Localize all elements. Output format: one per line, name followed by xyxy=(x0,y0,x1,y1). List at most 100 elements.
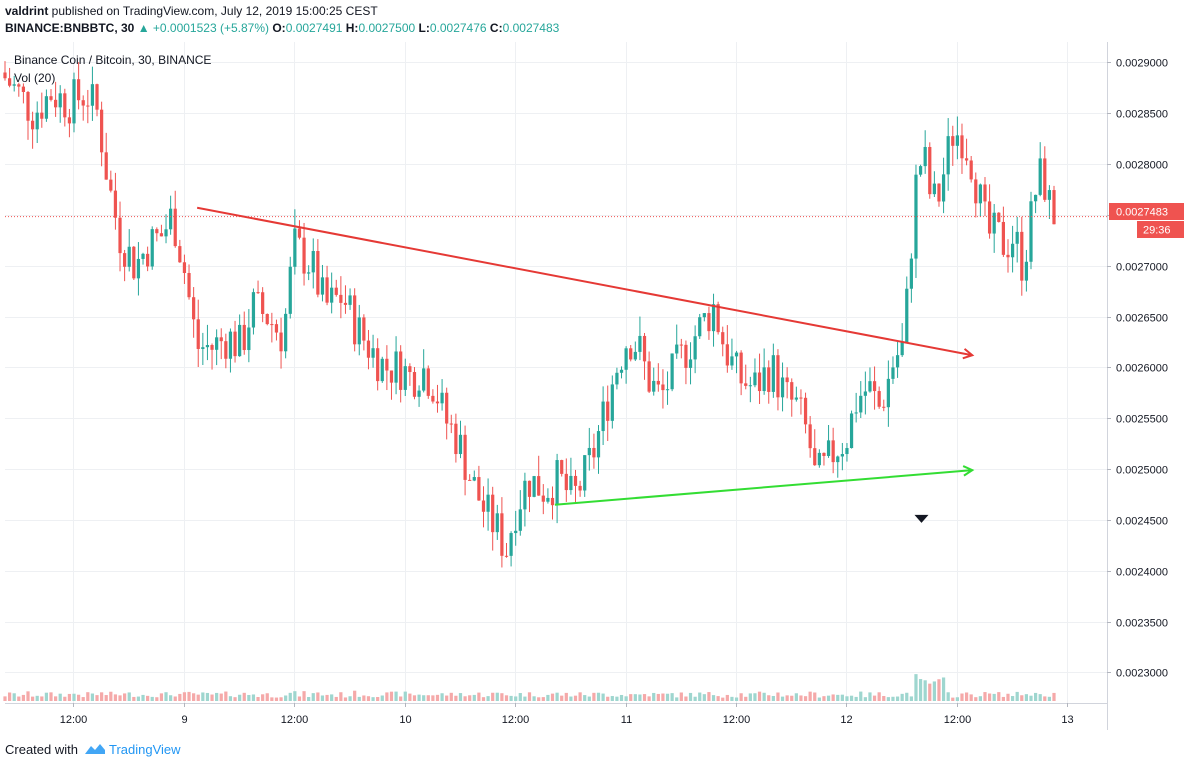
candle-body xyxy=(836,456,840,463)
volume-bar xyxy=(854,696,858,701)
candle-body xyxy=(550,497,555,506)
ohlc-bar: BINANCE:BNBBTC, 30 ▲ +0.0001523 (+5.87%)… xyxy=(5,21,559,35)
volume-bar xyxy=(794,693,798,701)
volume-bar xyxy=(882,695,886,701)
candle-body xyxy=(297,228,302,238)
volume-bar xyxy=(974,697,978,701)
candle-body xyxy=(629,348,633,360)
candle-body xyxy=(1043,158,1047,200)
volume-bar xyxy=(1047,696,1052,701)
volume-bar xyxy=(739,693,743,701)
volume-bar xyxy=(707,692,711,701)
volume-bar xyxy=(495,692,499,701)
candle-body xyxy=(914,174,918,259)
volume-bars xyxy=(3,674,1056,701)
volume-bar xyxy=(380,695,384,701)
candle-body xyxy=(399,351,403,390)
volume-bar xyxy=(311,693,315,701)
volume-bar xyxy=(353,690,357,701)
footer-brand[interactable]: TradingView xyxy=(109,742,181,757)
volume-bar xyxy=(288,692,292,701)
volume-bar xyxy=(104,695,108,701)
volume-bar xyxy=(702,694,706,701)
volume-bar xyxy=(596,692,601,701)
price-tick-label: 0.0023000 xyxy=(1116,668,1168,680)
author-name[interactable]: valdrint xyxy=(5,4,49,18)
volume-bar xyxy=(72,693,76,701)
volume-bar xyxy=(785,695,789,701)
low-value: 0.0027476 xyxy=(429,21,487,35)
volume-bar xyxy=(573,695,578,701)
candle-body xyxy=(21,86,26,92)
candle-body xyxy=(859,395,863,413)
candle-body xyxy=(1020,231,1024,281)
volume-bar xyxy=(431,695,435,701)
time-tick-label: 12:00 xyxy=(60,714,88,726)
symbol-label[interactable]: BINANCE:BNBBTC, 30 xyxy=(5,21,135,35)
volume-bar xyxy=(445,695,449,701)
volume-bar xyxy=(744,696,748,701)
candle-body xyxy=(173,208,177,247)
candle-body xyxy=(251,292,256,328)
volume-bar xyxy=(638,694,642,701)
candle-body xyxy=(118,217,122,254)
volume-bar xyxy=(1043,696,1047,701)
candle-body xyxy=(845,448,849,455)
candle-body xyxy=(560,460,564,474)
volume-bar xyxy=(601,693,605,701)
volume-bar xyxy=(780,696,785,701)
volume-bar xyxy=(799,695,803,701)
volume-bar xyxy=(1006,693,1010,701)
candle-body xyxy=(987,201,992,234)
footer-created: Created with xyxy=(5,742,78,757)
volume-bar xyxy=(440,693,444,701)
volume-bar xyxy=(716,696,720,701)
volume-bar xyxy=(205,692,210,701)
candle-body xyxy=(339,294,343,303)
candle-body xyxy=(744,383,748,386)
volume-bar xyxy=(389,691,394,701)
candle-body xyxy=(389,370,394,383)
volume-bar xyxy=(481,697,486,701)
price-axis[interactable]: 0.0023000 0.0023500 0.0024000 0.0024500 0.00… xyxy=(1107,58,1168,680)
candle-body xyxy=(767,367,771,392)
candle-body xyxy=(652,380,656,392)
volume-bar xyxy=(90,693,95,701)
volume-bar xyxy=(790,695,794,701)
volume-bar xyxy=(173,696,177,701)
volume-bar xyxy=(385,692,389,701)
candle-body xyxy=(334,287,338,295)
candle-body xyxy=(523,480,527,510)
price-tick-label: 0.0027000 xyxy=(1116,262,1168,274)
candle-body xyxy=(863,391,867,396)
candle-body xyxy=(1024,261,1029,281)
volume-legend[interactable]: Vol (20) xyxy=(14,71,56,85)
low-key: L: xyxy=(418,21,430,35)
candle-body xyxy=(95,84,99,110)
candle-body xyxy=(872,381,877,392)
volume-bar xyxy=(123,693,127,701)
candle-body xyxy=(417,390,421,397)
volume-bar xyxy=(826,695,831,701)
volume-bar xyxy=(877,692,881,701)
candle-body xyxy=(642,335,647,362)
volume-bar xyxy=(334,696,338,701)
candle-body xyxy=(67,117,72,124)
volume-bar xyxy=(914,674,918,701)
candle-body xyxy=(619,369,624,373)
candle-body xyxy=(941,174,946,202)
series-legend[interactable]: Binance Coin / Bitcoin, 30, BINANCE xyxy=(14,53,212,67)
candle-body xyxy=(1047,190,1052,200)
candle-body xyxy=(238,324,242,357)
candle-body xyxy=(831,440,835,463)
time-axis[interactable]: 12:00 9 12:00 10 12:00 11 12:00 12 12:00 13 xyxy=(60,703,1074,726)
open-key: O: xyxy=(272,21,286,35)
candle-body xyxy=(601,401,605,432)
candle-body xyxy=(803,397,808,425)
candle-body xyxy=(49,96,53,100)
volume-bar xyxy=(182,692,187,701)
candle-body xyxy=(205,345,210,348)
time-tick-label: 11 xyxy=(621,714,632,726)
publish-info: valdrint published on TradingView.com, J… xyxy=(5,4,378,18)
